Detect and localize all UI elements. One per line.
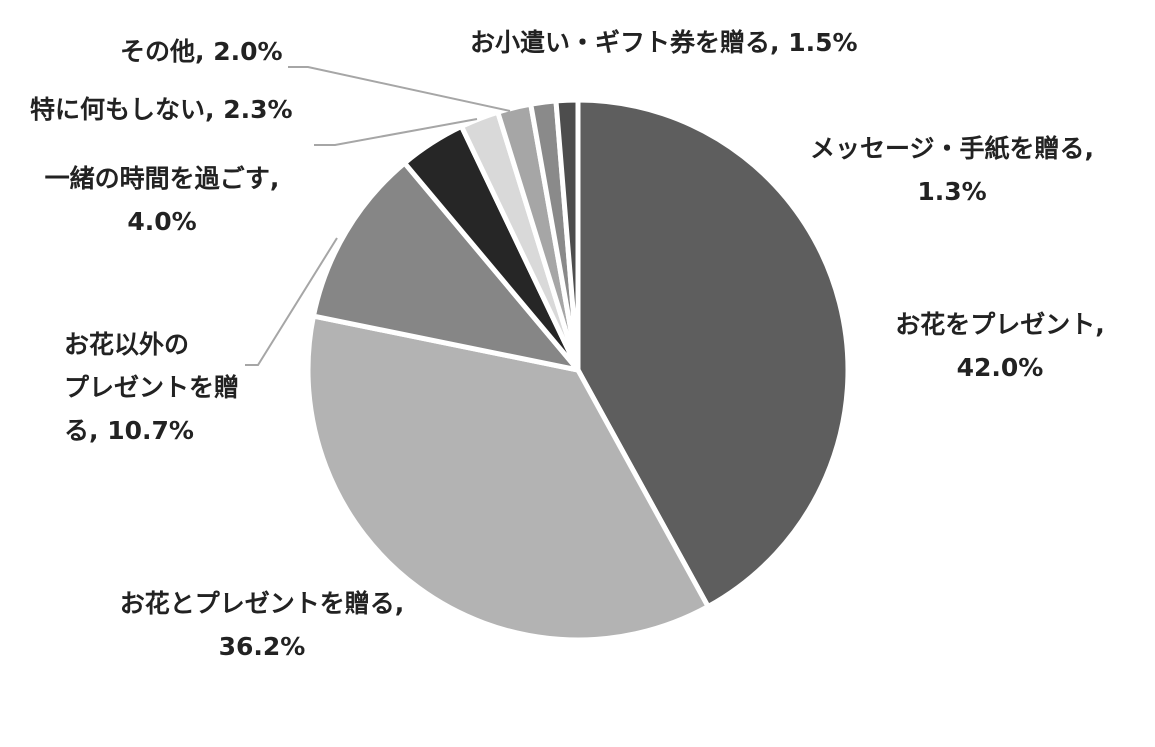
data-label-8-line-1: メッセージ・手紙を贈る, <box>810 134 1094 163</box>
data-label-8-line-2: 1.3% <box>917 177 986 206</box>
pie-slice-1 <box>575 97 851 610</box>
data-label-3: お花以外のプレゼントを贈る, 10.7% <box>64 330 239 445</box>
data-label-3-line-3: る, 10.7% <box>64 416 194 445</box>
data-label-3-line-2: プレゼントを贈 <box>64 373 239 402</box>
leader-lines <box>245 66 511 366</box>
data-label-2-line-2: 36.2% <box>219 632 306 661</box>
data-label-2-line-1: お花とプレゼントを贈る, <box>120 589 405 618</box>
data-label-8: メッセージ・手紙を贈る, 1.3% <box>810 134 1094 206</box>
data-label-4-line-2: 4.0% <box>127 207 196 236</box>
pie-slice-2 <box>305 313 711 643</box>
data-label-6-line-1: その他, 2.0% <box>120 37 283 66</box>
leader-line-6 <box>288 66 511 112</box>
data-label-3-line-1: お花以外の <box>64 330 189 359</box>
slices-layer <box>305 97 851 643</box>
data-label-2: お花とプレゼントを贈る, 36.2% <box>120 589 405 661</box>
data-label-4-line-1: 一緒の時間を過ごす, <box>45 164 280 193</box>
data-label-1: お花をプレゼント, 42.0% <box>895 310 1105 382</box>
data-label-7-line-1: お小遣い・ギフト券を贈る, 1.5% <box>470 28 858 57</box>
leader-line-3 <box>245 237 338 366</box>
data-label-4: 一緒の時間を過ごす, 4.0% <box>45 164 280 236</box>
pie-slice-8 <box>553 97 581 373</box>
leader-line-5 <box>314 118 478 146</box>
data-label-1-line-1: お花をプレゼント, <box>895 310 1105 339</box>
data-label-5-line-1: 特に何もしない, 2.3% <box>30 95 293 124</box>
data-label-6: その他, 2.0% <box>120 37 283 66</box>
pie-slice-3 <box>310 160 581 373</box>
data-label-5: 特に何もしない, 2.3% <box>30 95 293 124</box>
data-label-1-line-2: 42.0% <box>957 353 1044 382</box>
data-labels: お花をプレゼント, 42.0% お花とプレゼントを贈る, 36.2% お花以外のプレゼン… <box>30 28 1105 661</box>
data-label-7: お小遣い・ギフト券を贈る, 1.5% <box>470 28 858 57</box>
